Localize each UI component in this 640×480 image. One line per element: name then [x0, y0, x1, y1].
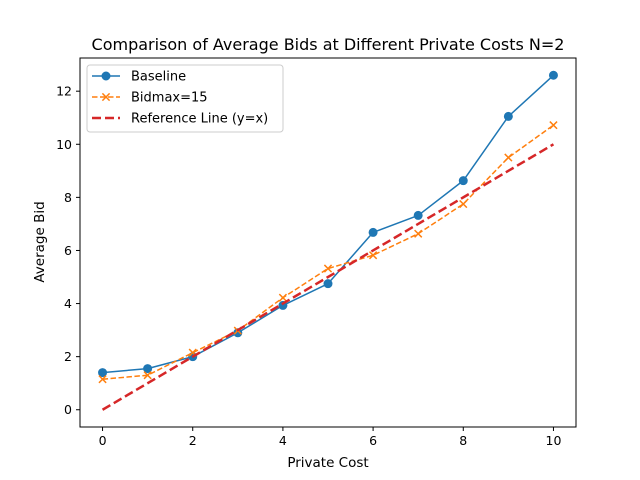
series-3	[101, 143, 555, 411]
legend-item: Reference Line (y=x)	[92, 112, 268, 127]
data-point	[413, 210, 423, 220]
y-tick-label: 8	[64, 190, 72, 205]
legend-marker	[101, 92, 111, 102]
legend-label: Bidmax=15	[131, 91, 208, 106]
data-point	[504, 153, 513, 162]
data-point	[278, 293, 288, 302]
x-tick-label: 4	[279, 433, 287, 448]
y-axis-ticks: 0 2 4 6 8 10 12	[56, 84, 80, 417]
data-point	[503, 111, 513, 121]
data-point	[368, 251, 378, 260]
x-tick-label: 2	[189, 433, 197, 448]
legend-label: Reference Line (y=x)	[131, 112, 268, 127]
data-point	[143, 364, 153, 374]
plot-frame	[79, 57, 577, 428]
x-tick-label: 10	[546, 433, 562, 448]
legend-label: Baseline	[131, 70, 186, 85]
data-point	[459, 199, 468, 209]
x-axis-label: Private Cost	[287, 455, 368, 471]
data-point	[549, 121, 558, 130]
y-tick-label: 0	[64, 402, 72, 417]
chart-title: Comparison of Average Bids at Different …	[92, 35, 565, 54]
y-tick-label: 4	[64, 296, 72, 311]
data-point	[368, 227, 378, 237]
y-tick-label: 10	[56, 137, 72, 152]
legend: Baseline Bidmax=15 Reference Line (y=x)	[86, 64, 284, 133]
series-line	[101, 143, 555, 411]
data-point	[458, 176, 468, 186]
legend-box	[86, 64, 284, 133]
y-tick-label: 12	[56, 84, 72, 99]
y-tick-label: 2	[64, 349, 72, 364]
legend-marker	[101, 71, 111, 81]
data-point	[98, 375, 107, 384]
data-point	[323, 264, 333, 273]
x-tick-label: 0	[99, 433, 107, 448]
data-point	[414, 229, 423, 238]
data-point	[143, 371, 152, 380]
x-tick-label: 8	[459, 433, 467, 448]
x-tick-label: 6	[369, 433, 377, 448]
data-point	[548, 70, 558, 80]
plot-area	[98, 70, 558, 411]
y-axis-label: Average Bid	[32, 201, 48, 282]
x-axis-ticks: 0 2 4 6 8 10	[99, 427, 562, 448]
data-point	[323, 279, 333, 289]
legend-item: Bidmax=15	[92, 91, 208, 106]
legend-item: Baseline	[92, 70, 186, 85]
data-point	[98, 368, 108, 378]
y-tick-label: 6	[64, 243, 72, 258]
